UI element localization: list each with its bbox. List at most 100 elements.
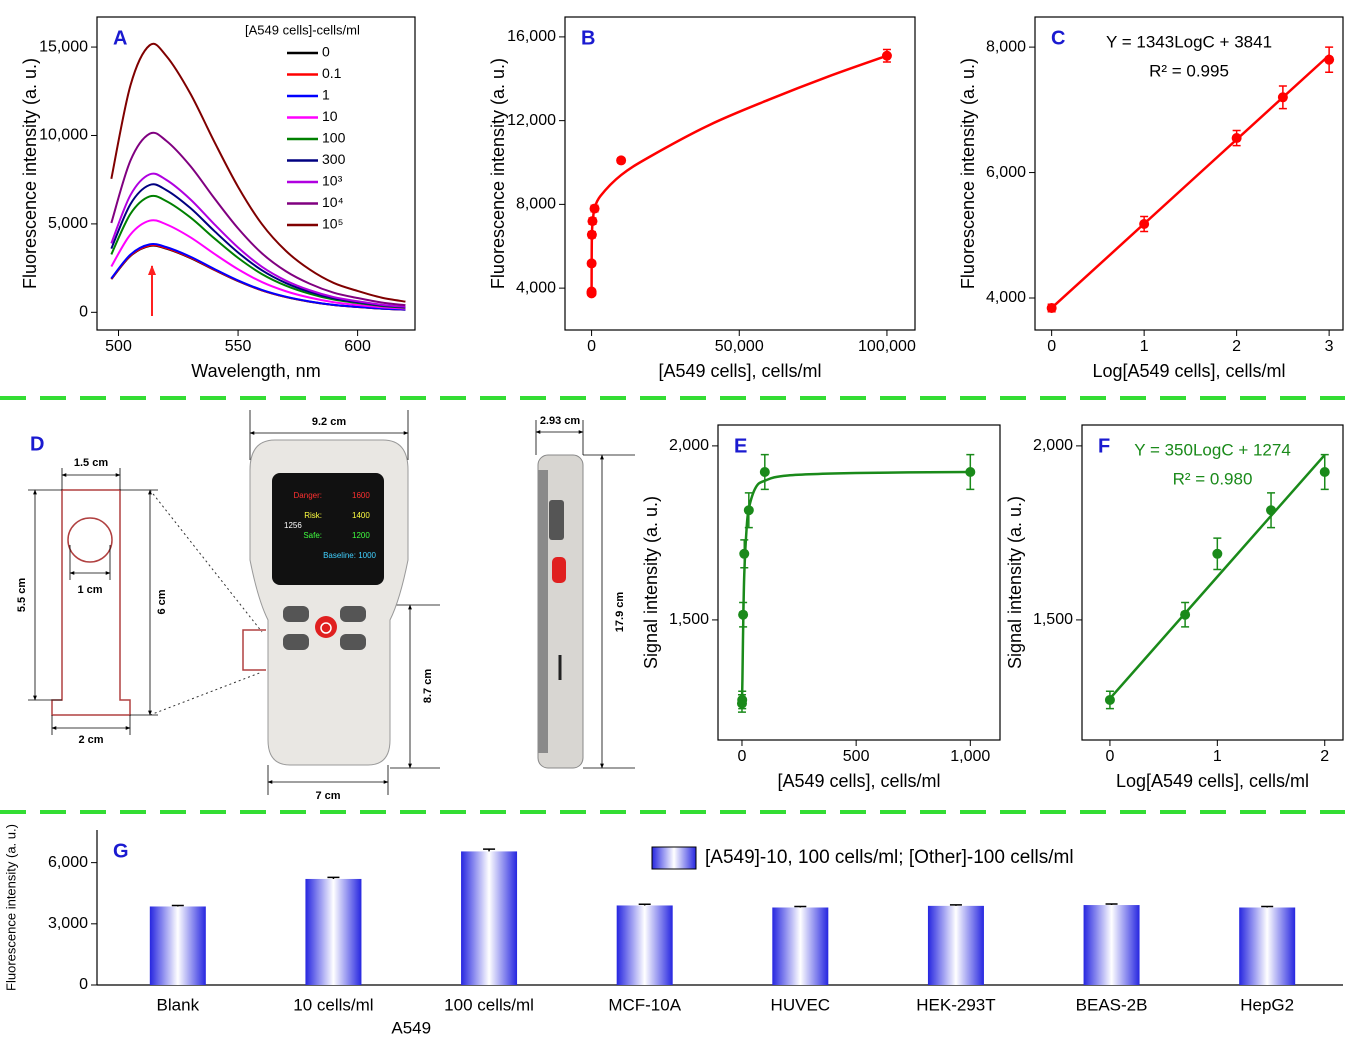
dimension-label: 2 cm — [78, 734, 103, 746]
x-tick-label: 50,000 — [715, 338, 764, 355]
data-point — [1266, 505, 1277, 516]
panel-label: B — [581, 27, 595, 49]
y-tick-label: 2,000 — [669, 437, 709, 454]
dimension-lines — [28, 410, 635, 795]
y-axis-label: Fluorescence intensity (a. u.) — [3, 824, 18, 991]
y-tick-label: 0 — [79, 976, 88, 993]
data-point — [1212, 548, 1223, 559]
legend-label: 10⁵ — [322, 216, 343, 232]
fit-line — [1050, 54, 1330, 309]
y-tick-label: 10,000 — [39, 127, 88, 144]
data-point — [965, 466, 976, 477]
data-point — [589, 203, 600, 214]
dimension-label: 17.9 cm — [614, 592, 626, 633]
x-tick-label: 0 — [1047, 338, 1056, 355]
legend-label: 300 — [322, 151, 346, 167]
legend-label: 100 — [322, 130, 346, 146]
cuvette — [51, 489, 131, 716]
bar — [149, 906, 206, 985]
screen-value: 1200 — [352, 531, 370, 540]
y-tick-label: 1,500 — [669, 611, 709, 628]
x-axis-label: Log[A549 cells], cells/ml — [1116, 771, 1309, 791]
group-label: A549 — [391, 1018, 431, 1037]
legend-label: 10³ — [322, 173, 343, 189]
fit-line — [590, 54, 888, 294]
data-point — [1046, 303, 1057, 314]
dimension-label: 7 cm — [315, 790, 340, 802]
data-point — [881, 50, 892, 61]
x-tick-label: 100 cells/ml — [444, 995, 534, 1014]
y-tick-label: 8,000 — [986, 38, 1026, 55]
x-tick-label: 0 — [1105, 748, 1114, 765]
bar — [616, 905, 673, 985]
bar — [461, 851, 518, 985]
data-point — [1324, 54, 1335, 65]
error-bar — [171, 904, 184, 907]
spectrum-line — [110, 219, 406, 310]
power-button — [315, 616, 337, 638]
y-tick-label: 1,500 — [1033, 611, 1073, 628]
plot-frame — [96, 16, 416, 331]
data-point — [616, 155, 627, 166]
dimension-label: 1 cm — [77, 584, 102, 596]
bar — [772, 907, 829, 985]
dimension-label: 1.5 cm — [74, 457, 108, 469]
button — [283, 606, 309, 622]
x-tick-label: 500 — [843, 748, 870, 765]
x-tick-label: 500 — [105, 338, 132, 355]
legend-label: 10 — [322, 108, 338, 124]
screen-label: Danger: — [294, 491, 322, 500]
data-point — [1104, 694, 1115, 705]
fit-annotation: R² = 0.980 — [1173, 469, 1253, 488]
dimension-label: 9.2 cm — [312, 416, 346, 428]
diagram: D — [16, 410, 635, 802]
spectrum-line — [110, 131, 406, 307]
bar — [305, 878, 362, 985]
dimension-label: 5.5 cm — [16, 578, 28, 612]
bar — [1083, 905, 1140, 985]
panel-label: A — [113, 27, 127, 49]
data-point — [1139, 218, 1150, 229]
screen-value: 1400 — [352, 511, 370, 520]
fit-annotation: Y = 1343LogC + 3841 — [1106, 32, 1272, 51]
legend-title: [A549 cells]-cells/ml — [245, 22, 360, 37]
screen — [272, 473, 384, 585]
x-tick-label: MCF-10A — [608, 995, 681, 1014]
x-axis-label: [A549 cells], cells/ml — [777, 771, 940, 791]
data-point — [1180, 609, 1191, 620]
zoom-line — [149, 671, 263, 716]
x-tick-label: HUVEC — [771, 995, 831, 1014]
legend-label: 10⁴ — [322, 194, 344, 210]
data-point — [587, 216, 598, 227]
x-tick-label: HepG2 — [1240, 995, 1294, 1014]
legend-label: 1 — [322, 87, 330, 103]
y-axis-label: Fluorescence intensity (a. u.) — [20, 58, 40, 289]
power-icon — [320, 622, 332, 634]
x-axis-label: Wavelength, nm — [191, 361, 320, 381]
error-bar — [483, 848, 496, 852]
x-tick-label: BEAS-2B — [1076, 995, 1148, 1014]
y-tick-label: 6,000 — [986, 164, 1026, 181]
panel-label: E — [734, 435, 747, 457]
data-point — [1319, 466, 1330, 477]
y-tick-label: 2,000 — [1033, 437, 1073, 454]
screen-label: Baseline: 1000 — [323, 551, 376, 560]
data-point — [737, 694, 748, 705]
x-tick-label: 0 — [587, 338, 596, 355]
error-bar — [327, 876, 340, 879]
screen-value: 1600 — [352, 491, 370, 500]
y-tick-label: 5,000 — [48, 215, 88, 232]
screen-label: Risk: — [304, 511, 322, 520]
dimension-label: 6 cm — [156, 589, 168, 614]
x-tick-label: Blank — [157, 995, 200, 1014]
error-bar — [1261, 905, 1274, 908]
screen-reading: 1256 — [284, 521, 302, 530]
y-axis-label: Fluorescence intensity (a. u.) — [958, 58, 978, 289]
spectrum-line — [110, 194, 406, 309]
y-axis-label: Signal intensity (a. u.) — [1005, 496, 1025, 669]
spectrum-line — [110, 243, 406, 311]
data-point — [586, 229, 597, 240]
data-point — [1277, 92, 1288, 103]
fit-line — [1108, 454, 1326, 700]
